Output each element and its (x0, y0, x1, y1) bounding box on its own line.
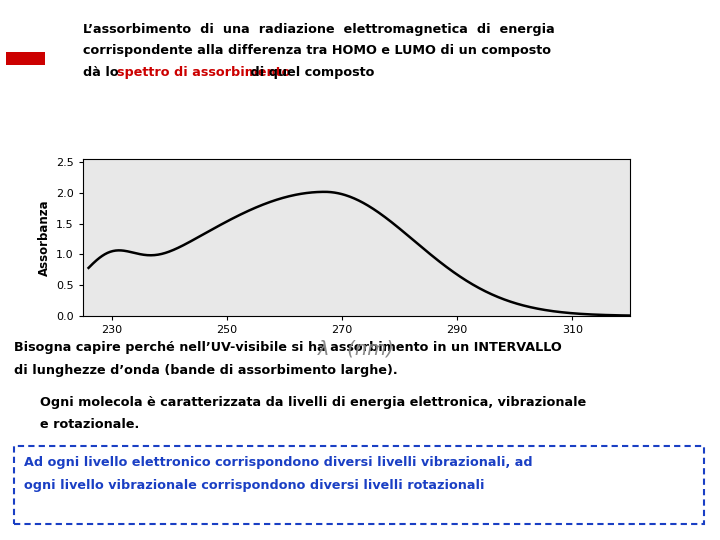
Text: Ad ogni livello elettronico corrispondono diversi livelli vibrazionali, ad: Ad ogni livello elettronico corrispondon… (24, 456, 532, 469)
X-axis label: λ   (nm): λ (nm) (318, 339, 395, 358)
Text: ogni livello vibrazionale corrispondono diversi livelli rotazionali: ogni livello vibrazionale corrispondono … (24, 479, 485, 492)
Text: L’assorbimento  di  una  radiazione  elettromagnetica  di  energia: L’assorbimento di una radiazione elettro… (83, 23, 554, 36)
Text: di lunghezze d’onda (bande di assorbimento larghe).: di lunghezze d’onda (bande di assorbimen… (14, 364, 398, 377)
Bar (6, 52, 45, 65)
FancyBboxPatch shape (14, 446, 704, 524)
Text: Ogni molecola è caratterizzata da livelli di energia elettronica, vibrazionale: Ogni molecola è caratterizzata da livell… (40, 396, 586, 409)
Text: corrispondente alla differenza tra HOMO e LUMO di un composto: corrispondente alla differenza tra HOMO … (83, 44, 551, 57)
Text: dà lo: dà lo (83, 66, 123, 79)
Text: di quel composto: di quel composto (246, 66, 374, 79)
Y-axis label: Assorbanza: Assorbanza (37, 199, 50, 276)
Text: spettro di assorbimento: spettro di assorbimento (117, 66, 291, 79)
Text: e rotazionale.: e rotazionale. (40, 418, 139, 431)
Text: Bisogna capire perché nell’UV-visibile si ha assorbimento in un INTERVALLO: Bisogna capire perché nell’UV-visibile s… (14, 341, 562, 354)
